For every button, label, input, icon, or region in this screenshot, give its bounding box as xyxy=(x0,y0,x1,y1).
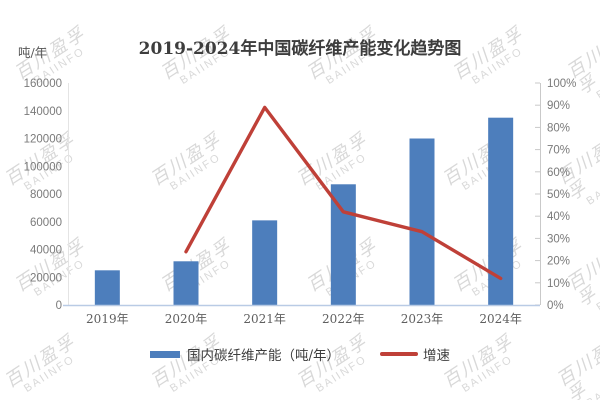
left-axis-tick-label: 140000 xyxy=(24,106,62,118)
capacity-bar xyxy=(94,270,120,305)
right-axis-tick-label: 10% xyxy=(547,278,570,290)
right-axis-tick-label: 90% xyxy=(547,100,570,112)
x-axis-label: 2019年 xyxy=(86,312,129,326)
legend-bar-label: 国内碳纤维产能（吨/年） xyxy=(186,348,341,364)
capacity-bar xyxy=(252,220,278,305)
x-axis-label: 2023年 xyxy=(401,312,444,326)
x-axis-label: 2020年 xyxy=(165,312,208,326)
right-axis-tick-label: 100% xyxy=(547,78,576,90)
legend-line-swatch xyxy=(380,352,419,356)
right-axis-tick-label: 40% xyxy=(547,211,570,223)
left-axis-tick-label: 80000 xyxy=(30,189,62,201)
x-axis-label: 2024年 xyxy=(479,312,522,326)
legend: 国内碳纤维产能（吨/年） 增速 xyxy=(0,344,600,364)
left-axis-tick-label: 100000 xyxy=(24,161,62,173)
legend-bar-swatch xyxy=(149,350,180,358)
x-axis-label: 2022年 xyxy=(322,312,365,326)
right-axis-tick-label: 30% xyxy=(547,233,570,245)
left-axis-tick-label: 20000 xyxy=(30,272,62,284)
capacity-bar xyxy=(173,261,199,305)
capacity-bar xyxy=(409,138,435,305)
x-axis-label: 2021年 xyxy=(243,312,286,326)
right-axis-tick-label: 0% xyxy=(547,300,564,312)
chart-title: 2019-2024年中国碳纤维产能变化趋势图 xyxy=(138,39,462,59)
right-axis-tick-label: 50% xyxy=(547,189,570,201)
right-axis-tick-label: 70% xyxy=(547,145,570,157)
left-axis-tick-label: 160000 xyxy=(24,78,62,90)
left-axis-tick-label: 40000 xyxy=(30,245,62,257)
right-axis-tick-label: 20% xyxy=(547,256,570,268)
legend-line-label: 增速 xyxy=(423,348,451,364)
capacity-bar xyxy=(330,184,356,305)
left-axis-unit-label: 吨/年 xyxy=(18,45,48,60)
growth-line xyxy=(184,105,503,281)
right-axis-tick-label: 60% xyxy=(547,167,570,179)
left-axis-tick-label: 60000 xyxy=(30,217,62,229)
left-axis-tick-label: 0 xyxy=(56,300,62,312)
right-axis-tick-label: 80% xyxy=(547,122,570,134)
left-axis-tick-label: 120000 xyxy=(24,134,62,146)
